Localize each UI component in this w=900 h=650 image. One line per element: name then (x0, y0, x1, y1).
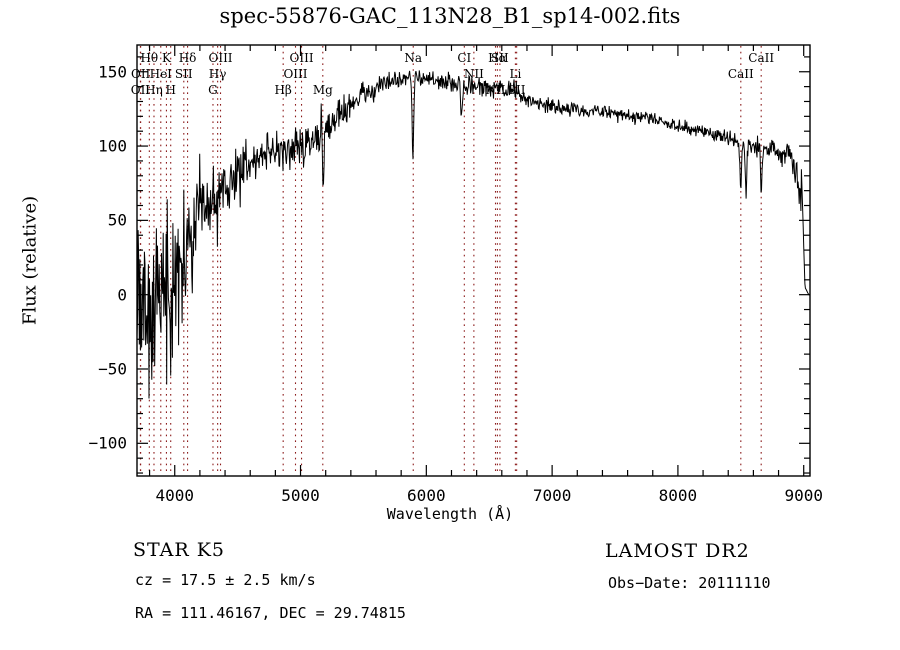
x-tick-label: 8000 (658, 486, 698, 505)
line-label-CaII: CaII (748, 51, 775, 65)
object-class-text: STAR K5 (133, 539, 225, 561)
y-tick-label: 50 (107, 210, 127, 230)
line-label-H: Hη (145, 83, 163, 97)
line-label-HeI: HeI (149, 67, 172, 81)
x-tick-label: 6000 (407, 486, 446, 505)
x-tick-label: 7000 (532, 486, 572, 505)
line-label-OII: OII (130, 67, 151, 81)
line-label-OIII: OIII (208, 51, 233, 65)
line-label-OIII: OIII (283, 67, 308, 81)
y-axis-label: Flux (relative) (19, 195, 41, 326)
x-tick-label: 4000 (155, 486, 194, 505)
line-label-H: Hγ (208, 67, 227, 81)
redshift-text: cz = 17.5 ± 2.5 km/s (135, 571, 316, 589)
x-tick-label: 5000 (281, 486, 320, 505)
line-label-Mg: Mg (312, 83, 333, 97)
y-tick-label: 150 (98, 62, 127, 82)
survey-text: LAMOST DR2 (605, 540, 750, 562)
x-tick-label: 9000 (784, 486, 823, 505)
y-tick-label: −50 (98, 359, 127, 379)
line-label-OIII: OIII (289, 51, 314, 65)
line-label-H: Hθ (140, 51, 159, 65)
line-label-Na: Na (404, 51, 423, 65)
y-tick-label: 0 (117, 285, 127, 305)
y-tick-label: 100 (98, 136, 127, 156)
line-label-H: H (165, 83, 176, 97)
obs-date-text: Obs−Date: 20111110 (608, 574, 771, 592)
line-label-CaII: CaII (727, 67, 754, 81)
line-label-NII: NII (485, 83, 506, 97)
line-label-CI: CI (457, 51, 472, 65)
line-label-K: K (161, 51, 171, 65)
line-label-Li: Li (509, 67, 522, 81)
page-title: spec-55876-GAC_113N28_B1_sp14-002.fits (219, 4, 681, 28)
spectrum-curve (136, 70, 810, 399)
plot-frame (136, 44, 811, 477)
y-tick-label: −100 (88, 433, 127, 453)
line-label-H: Hδ (178, 51, 197, 65)
line-label-G: G (208, 83, 218, 97)
line-label-H: Hβ (274, 83, 292, 97)
line-label-SII: SII (174, 67, 193, 81)
x-axis-label: Wavelength (Å) (386, 505, 514, 523)
line-label-H: Hα (488, 51, 507, 65)
line-label-NII: NII (463, 67, 484, 81)
line-label-SII: SII (491, 51, 509, 65)
line-label-SII: SII (507, 83, 526, 97)
line-label-OII: OII (130, 83, 151, 97)
coordinates-text: RA = 111.46167, DEC = 29.74815 (135, 604, 406, 622)
